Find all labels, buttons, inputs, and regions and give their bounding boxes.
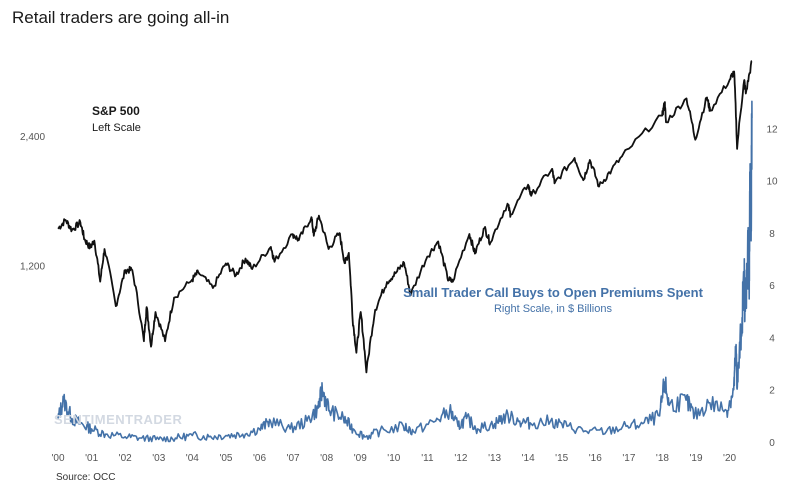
x-tick-label: '12	[454, 453, 467, 464]
sp500-scale-note: Left Scale	[92, 122, 141, 134]
source-note: Source: OCC	[56, 472, 116, 483]
right-tick-label: 8	[769, 229, 775, 240]
x-tick-label: '17	[622, 453, 635, 464]
x-tick-label: '10	[387, 453, 400, 464]
calls-series-line	[57, 100, 753, 443]
right-tick-label: 0	[769, 438, 775, 449]
x-tick-label: '20	[723, 453, 736, 464]
calls-scale-note: Right Scale, in $ Billions	[493, 303, 612, 315]
right-tick-label: 10	[766, 177, 778, 188]
x-tick-label: '01	[85, 453, 98, 464]
x-tick-label: '02	[119, 453, 132, 464]
x-tick-label: '18	[656, 453, 669, 464]
sp500-series-line	[57, 60, 753, 374]
left-tick-label: 1,200	[20, 261, 45, 272]
x-tick-label: '15	[555, 453, 568, 464]
calls-label: Small Trader Call Buys to Open Premiums …	[403, 285, 703, 300]
x-tick-label: '00	[51, 453, 64, 464]
left-tick-label: 2,400	[20, 132, 45, 143]
series-layer	[57, 60, 753, 443]
x-tick-label: '05	[219, 453, 232, 464]
right-tick-label: 4	[769, 333, 775, 344]
x-tick-label: '03	[152, 453, 165, 464]
x-tick-label: '16	[589, 453, 602, 464]
axis-layer: '00 '01 '02 '03 '04 '05 '06 '07 '08 '09 '10 '11 '12 '…	[20, 124, 778, 464]
x-tick-label: '08	[320, 453, 333, 464]
sp500-label: S&P 500	[92, 104, 140, 118]
x-tick-label: '14	[522, 453, 535, 464]
x-tick-label: '11	[421, 453, 434, 464]
chart-title: Retail traders are going all-in	[12, 8, 230, 27]
x-tick-label: '07	[287, 453, 300, 464]
x-tick-label: '13	[488, 453, 501, 464]
right-tick-label: 6	[769, 281, 775, 292]
x-tick-label: '09	[354, 453, 367, 464]
x-tick-label: '04	[186, 453, 199, 464]
right-tick-label: 12	[766, 124, 778, 135]
right-tick-label: 2	[769, 386, 775, 397]
x-tick-label: '19	[689, 453, 702, 464]
x-tick-label: '06	[253, 453, 266, 464]
watermark: SENTIMENTRADER	[54, 412, 183, 427]
